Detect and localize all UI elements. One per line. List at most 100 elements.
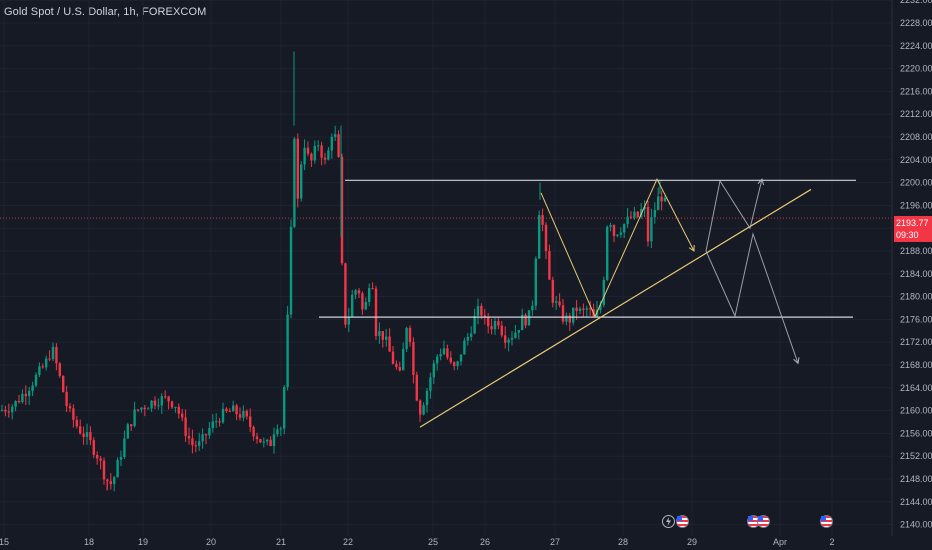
candle-body — [473, 315, 476, 334]
candle-body — [636, 211, 639, 218]
candle-body — [432, 363, 435, 378]
us-flag-icon[interactable] — [676, 515, 689, 528]
candle-body — [395, 363, 398, 368]
candle-body — [657, 196, 660, 211]
candle-body — [28, 390, 31, 397]
candle-body — [490, 326, 493, 330]
candle-body — [11, 406, 14, 413]
y-tick-label: 2168.00 — [900, 360, 932, 370]
candle-body — [364, 301, 367, 310]
candle-body — [113, 477, 116, 485]
candle-body — [578, 308, 582, 311]
candle-body — [476, 305, 480, 316]
candle-body — [354, 290, 357, 295]
candle-body — [164, 396, 167, 398]
candle-body — [415, 374, 418, 401]
candle-body — [68, 406, 72, 409]
y-axis[interactable]: 2140.00 2144.00 2148.00 2152.00 2156.00 2160.… — [891, 0, 932, 536]
candle-body — [623, 224, 626, 233]
candle-body — [388, 336, 391, 352]
candle-body — [521, 314, 524, 331]
candle-body — [126, 424, 129, 439]
candle-body — [402, 349, 405, 371]
candle-body — [551, 279, 554, 303]
candle-body — [320, 145, 323, 158]
candle-body — [429, 377, 432, 391]
y-tick-label: 2216.00 — [900, 86, 932, 96]
x-tick-label: 25 — [428, 537, 438, 547]
x-tick-label: 2 — [829, 537, 834, 547]
us-flag-icon[interactable] — [757, 515, 770, 528]
candle-body — [534, 258, 537, 306]
candle-body — [344, 263, 347, 325]
candle-body — [215, 421, 218, 423]
candle-body — [555, 301, 558, 303]
candlestick-series[interactable] — [0, 51, 667, 492]
chart-title: Gold Spot / U.S. Dollar, 1h, FOREXCOM — [4, 6, 207, 18]
candle-body — [160, 396, 163, 406]
candle-body — [167, 396, 170, 402]
y-tick-label: 2200.00 — [900, 178, 932, 188]
y-tick-label: 2228.00 — [900, 18, 932, 28]
candle-body — [337, 134, 340, 157]
candle-body — [504, 335, 507, 343]
candle-body — [463, 340, 466, 355]
candle-body — [439, 354, 442, 357]
candle-body — [48, 358, 51, 360]
y-tick-label: 2208.00 — [900, 132, 932, 142]
candle-body — [327, 150, 330, 160]
candle-body — [514, 332, 517, 338]
x-tick-label: 28 — [618, 537, 628, 547]
y-tick-label: 2148.00 — [900, 474, 932, 484]
candle-body — [242, 410, 245, 418]
candle-body — [211, 421, 214, 429]
candle-body — [85, 432, 89, 437]
candle-body — [191, 438, 194, 446]
candle-body — [272, 434, 276, 446]
candle-body — [361, 293, 364, 310]
candle-body — [391, 351, 395, 364]
candle-body — [31, 385, 34, 391]
candle-body — [453, 362, 456, 367]
candle-body — [626, 216, 629, 225]
candle-body — [221, 408, 225, 423]
candle-body — [116, 459, 119, 478]
candle-body — [45, 358, 48, 368]
candle-body — [582, 308, 585, 310]
candle-body — [619, 232, 622, 235]
candle-body — [449, 357, 452, 363]
candle-body — [653, 210, 656, 218]
candle-body — [347, 316, 350, 325]
candle-body — [572, 307, 575, 323]
x-tick-label: 21 — [276, 537, 286, 547]
candle-body — [616, 234, 619, 236]
candle-body — [181, 413, 184, 418]
x-tick-label: 15 — [0, 537, 9, 547]
y-tick-label: 2212.00 — [900, 109, 932, 119]
candle-body — [561, 305, 565, 322]
candle-body — [34, 374, 38, 386]
candle-body — [96, 454, 99, 459]
candle-body — [51, 346, 55, 360]
projection-path — [705, 179, 763, 252]
candle-body — [368, 288, 371, 302]
candle-body — [633, 211, 636, 218]
candle-body — [405, 327, 408, 350]
candle-body — [17, 400, 21, 403]
candle-body — [119, 456, 123, 460]
candle-body — [524, 314, 527, 326]
candle-body — [228, 411, 231, 413]
chart-drawings[interactable] — [319, 178, 856, 428]
x-tick-label: 22 — [343, 537, 353, 547]
x-tick-label: 18 — [84, 537, 94, 547]
lightning-icon[interactable] — [662, 515, 675, 528]
candle-body — [446, 348, 449, 358]
candle-body — [72, 408, 75, 420]
candle-body — [323, 157, 327, 160]
candle-body — [225, 408, 228, 412]
us-flag-icon[interactable] — [820, 515, 833, 528]
candle-body — [660, 196, 663, 202]
x-axis[interactable]: 15 18 19 20 21 22 25 26 27 28 29 Apr 2 — [0, 537, 835, 547]
candle-body — [150, 400, 153, 409]
